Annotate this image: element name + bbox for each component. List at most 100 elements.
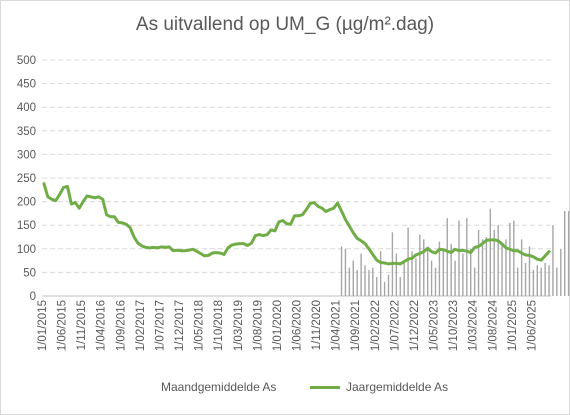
- bar: [552, 225, 554, 296]
- bar: [528, 246, 531, 296]
- bar: [462, 253, 464, 296]
- y-tick-label: 150: [17, 220, 36, 232]
- bar: [567, 211, 570, 296]
- x-tick-label: 1/05/2023: [429, 300, 441, 351]
- bar: [407, 227, 409, 296]
- bar: [485, 237, 488, 296]
- bar: [399, 277, 401, 296]
- x-tick-label: 1/01/2025: [507, 300, 519, 351]
- x-tick-label: 1/01/2020: [272, 300, 284, 351]
- y-tick-label: 350: [17, 126, 36, 138]
- y-tick-label: 250: [17, 173, 36, 185]
- bar: [532, 270, 535, 296]
- bar: [426, 248, 429, 296]
- bar: [446, 218, 448, 296]
- legend-swatch-line: [310, 385, 340, 389]
- x-tick-label: 1/01/2015: [37, 300, 49, 351]
- chart-title: As uitvallend op UM_G (µg/m².dag): [135, 14, 435, 35]
- bar: [544, 262, 546, 296]
- x-tick-label: 1/12/2022: [409, 300, 421, 351]
- bar: [438, 241, 441, 296]
- bar: [430, 260, 433, 296]
- bar: [509, 222, 511, 296]
- legend-item-maandgemiddelde: Maandgemiddelde As: [155, 380, 276, 394]
- bar: [340, 246, 343, 296]
- bar: [556, 267, 558, 296]
- x-tick-label: 1/03/2019: [233, 300, 245, 351]
- y-tick-label: 300: [17, 149, 36, 161]
- y-tick-label: 500: [17, 55, 36, 67]
- x-tick-label: 1/09/2016: [115, 300, 127, 351]
- bar: [536, 265, 538, 296]
- x-tick-label: 1/04/2016: [96, 300, 108, 351]
- y-tick-label: 200: [17, 197, 36, 209]
- x-tick-label: 1/06/2020: [292, 300, 304, 351]
- bar: [450, 244, 452, 296]
- x-tick-label: 1/08/2024: [487, 299, 499, 351]
- bar: [395, 253, 398, 296]
- x-tick-label: 1/12/2017: [174, 300, 186, 351]
- bar: [470, 248, 472, 296]
- bar: [356, 270, 358, 296]
- legend-label-jaargemiddelde: Jaargemiddelde As: [346, 380, 449, 394]
- bar: [383, 281, 386, 296]
- x-tick-label: 1/02/2017: [135, 300, 147, 351]
- bar: [411, 251, 413, 296]
- bar: [387, 274, 390, 296]
- x-tick-label: 1/07/2017: [154, 300, 166, 351]
- bar: [497, 225, 499, 296]
- bar: [458, 220, 460, 296]
- x-tick-label: 1/05/2018: [194, 300, 206, 351]
- y-tick-label: 400: [17, 102, 36, 114]
- bar: [481, 239, 484, 296]
- x-tick-label: 1/06/2015: [57, 300, 69, 351]
- x-tick-label: 1/11/2020: [311, 300, 323, 350]
- x-tick-label: 1/03/2024: [468, 299, 480, 351]
- bar: [489, 208, 492, 296]
- bar: [352, 260, 354, 296]
- bar: [524, 262, 527, 296]
- bar: [501, 244, 503, 296]
- bar: [513, 220, 515, 296]
- bar: [454, 260, 456, 296]
- x-tick-label: 1/06/2025: [526, 300, 538, 351]
- bar: [419, 234, 421, 296]
- bar: [434, 267, 437, 296]
- bar: [564, 211, 566, 296]
- y-tick-label: 50: [23, 267, 36, 279]
- bar: [403, 262, 405, 296]
- bar: [376, 277, 378, 296]
- bar: [477, 229, 480, 296]
- bar: [415, 258, 417, 296]
- y-tick-label: 450: [17, 79, 36, 91]
- bar: [473, 267, 476, 296]
- x-tick-label: 1/04/2021: [331, 300, 343, 351]
- bar: [372, 267, 374, 296]
- bar: [348, 267, 351, 296]
- bar: [517, 267, 519, 296]
- bar: [548, 265, 550, 296]
- x-tick-label: 1/08/2019: [252, 300, 264, 351]
- bar: [540, 267, 542, 296]
- x-tick-label: 1/02/2022: [370, 300, 382, 351]
- x-tick-label: 1/11/2015: [76, 300, 88, 350]
- bar: [423, 239, 425, 296]
- bar: [364, 265, 366, 296]
- bar: [493, 229, 495, 296]
- x-tick-label: 1/10/2018: [213, 300, 225, 351]
- bar: [560, 248, 562, 296]
- series-line-jaargemiddelde: [42, 182, 551, 266]
- bar: [466, 218, 468, 296]
- bar: [442, 248, 445, 296]
- bar: [505, 239, 507, 296]
- bar: [520, 239, 523, 296]
- legend-label-maandgemiddelde: Maandgemiddelde As: [161, 380, 277, 394]
- y-tick-label: 100: [17, 244, 36, 256]
- x-tick-label: 1/07/2022: [389, 300, 401, 351]
- legend-item-jaargemiddelde: Jaargemiddelde As: [310, 380, 448, 394]
- bar: [344, 248, 347, 296]
- chart-legend: Maandgemiddelde As Jaargemiddelde As: [0, 380, 570, 400]
- x-tick-label: 1/10/2023: [448, 300, 460, 351]
